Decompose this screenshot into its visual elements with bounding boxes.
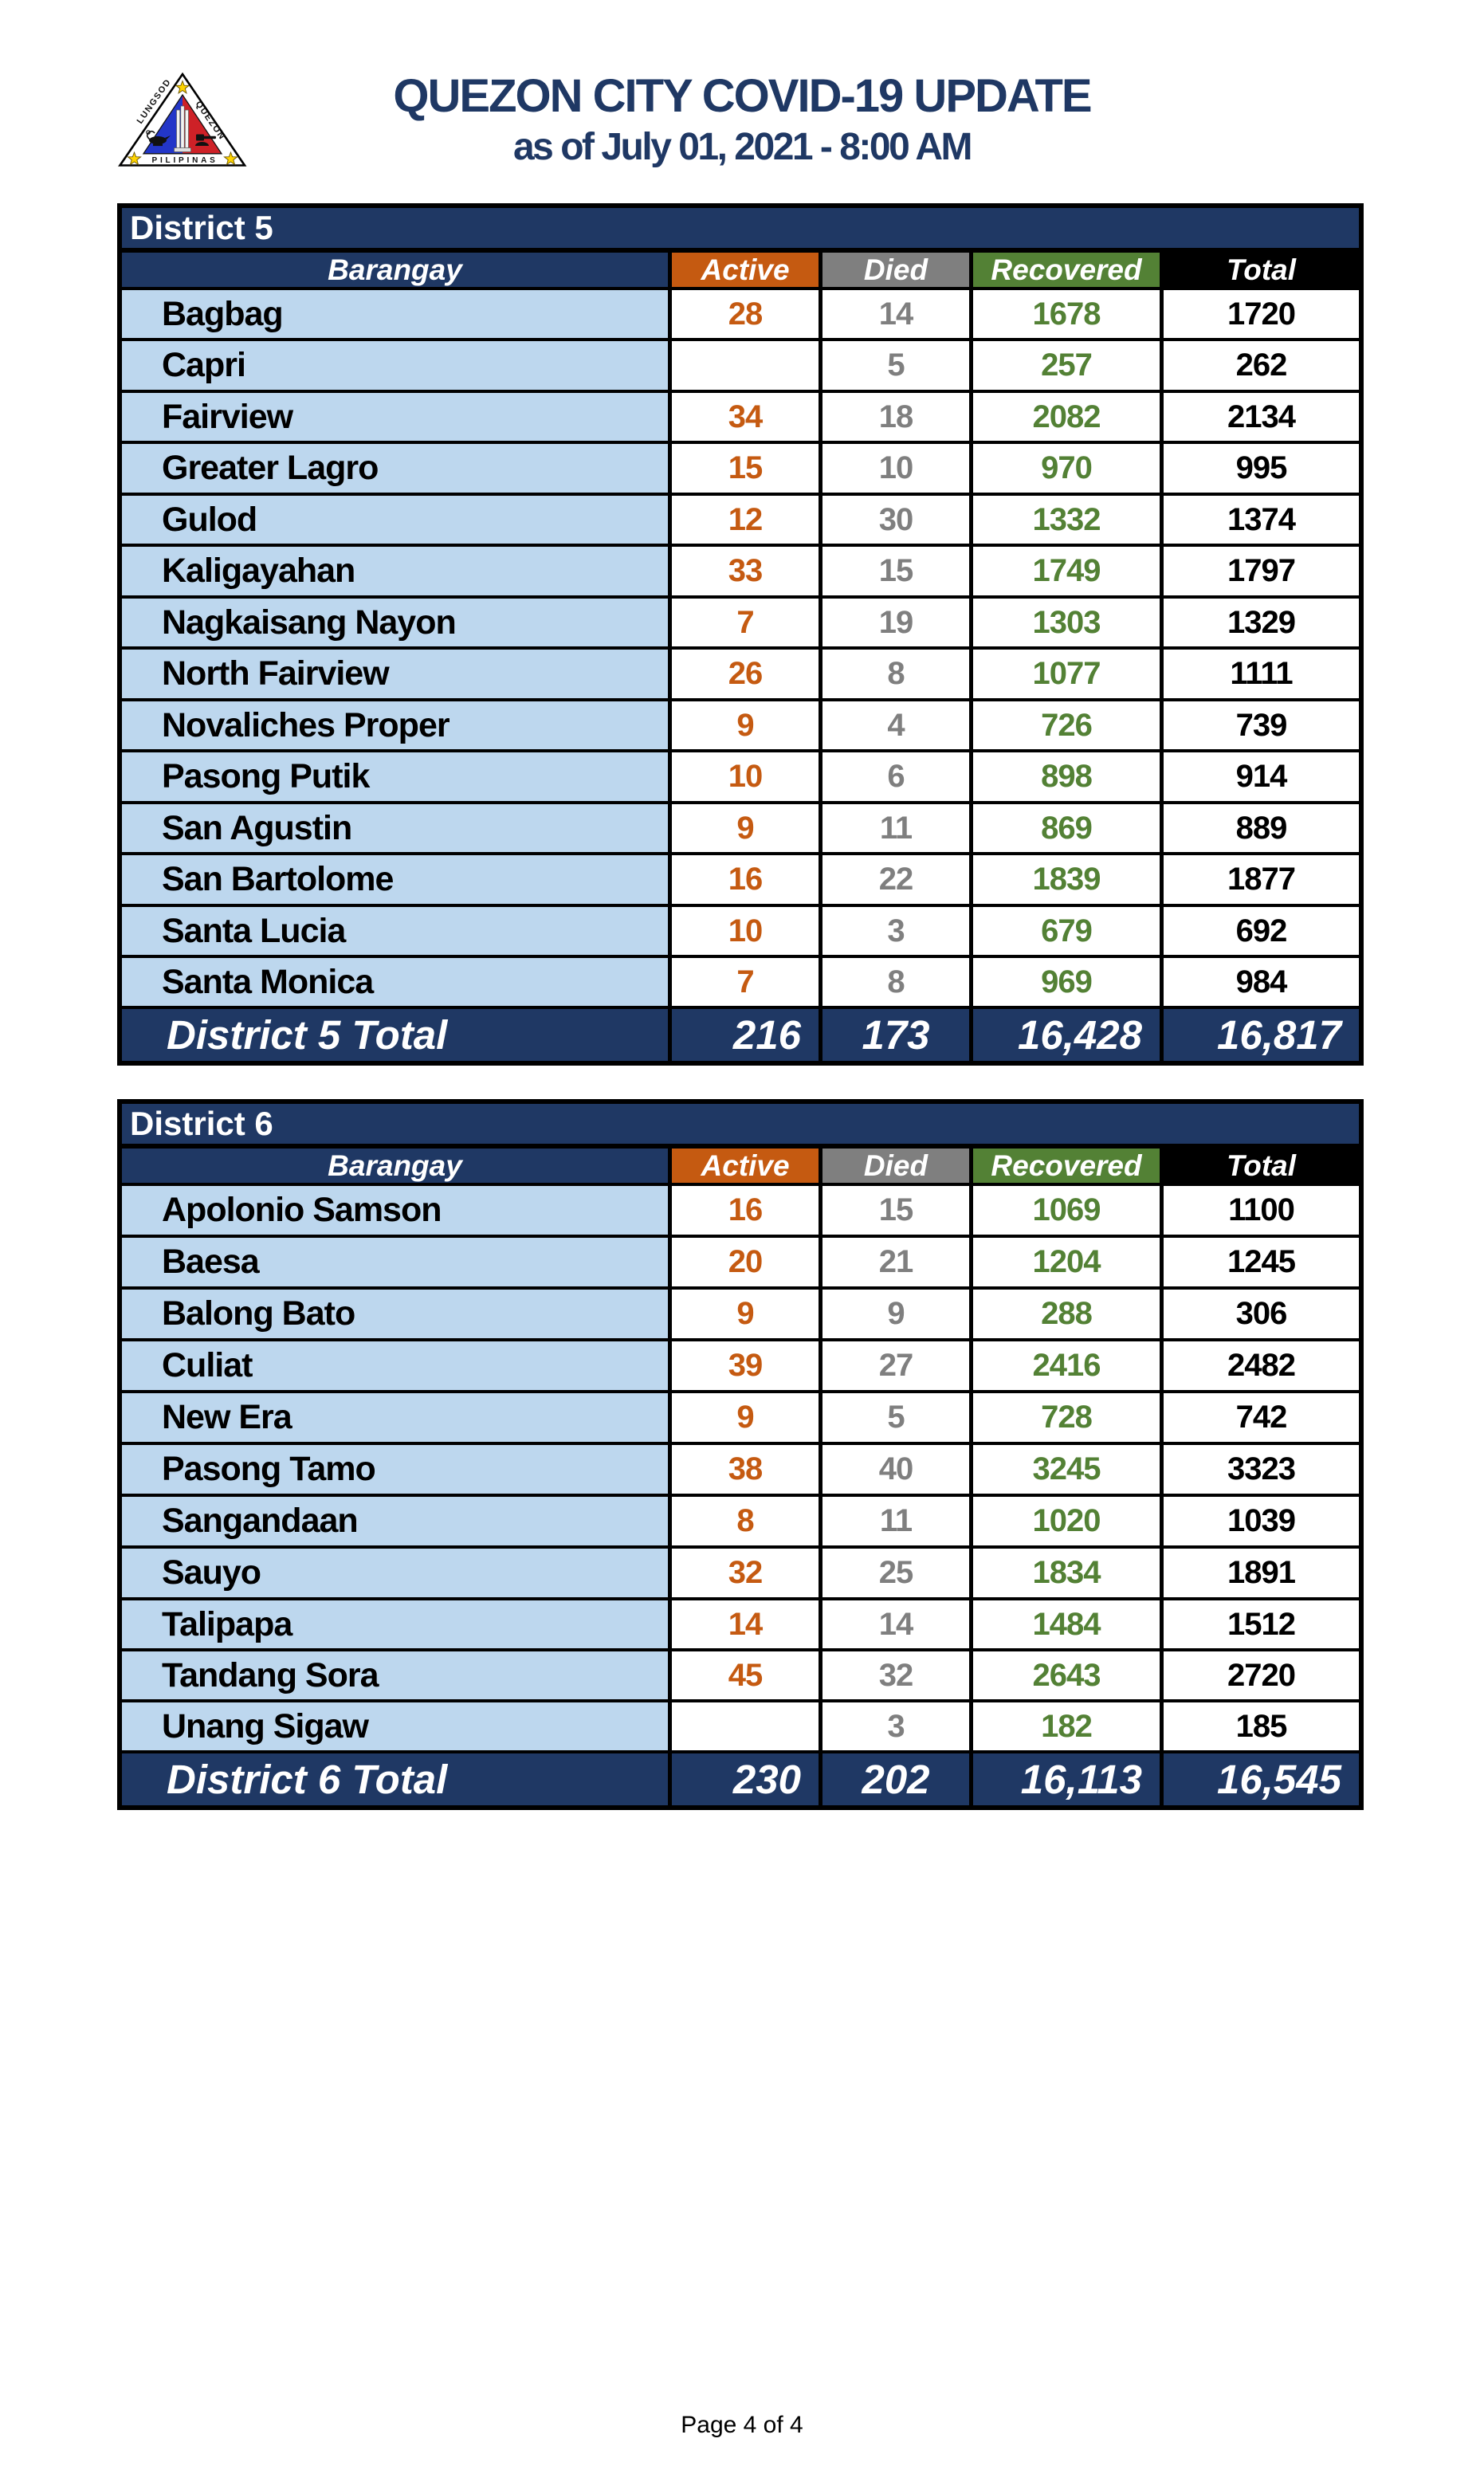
svg-text:PILIPINAS: PILIPINAS — [152, 156, 218, 165]
